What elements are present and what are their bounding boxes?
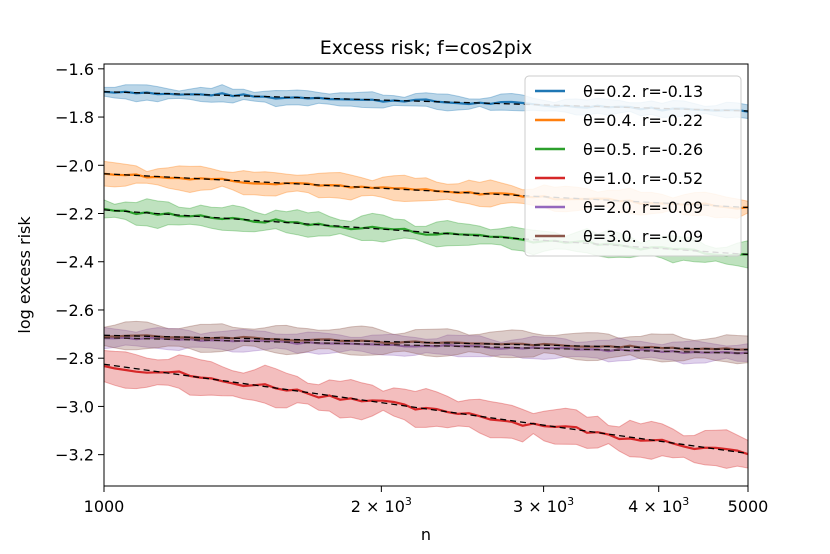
y-tick-label-5: −2.6 [55, 301, 94, 320]
series-4-fit-line [103, 337, 749, 355]
legend-label-2: θ=0.5. r=-0.26 [583, 140, 703, 159]
series-3-fit-line [103, 363, 749, 455]
y-tick-label-7: −3.0 [55, 397, 94, 416]
chart-title: Excess risk; f=cos2pix [320, 37, 533, 59]
y-tick-label-4: −2.4 [55, 253, 94, 272]
y-axis: −1.6 −1.8 −2.0 −2.2 −2.4 −2.6 −2.8 −3.0 −3.2 [55, 60, 104, 465]
y-axis-label: log excess risk [15, 216, 34, 334]
legend-label-1: θ=0.4. r=-0.22 [583, 111, 703, 130]
y-tick-label-2: −2.0 [55, 156, 94, 175]
x-axis-label: n [421, 525, 431, 544]
x-tick-label-1: 2 × 103 [351, 495, 412, 516]
y-tick-label-0: −1.6 [55, 60, 94, 79]
series-1-fit-line [103, 173, 749, 209]
y-tick-label-3: −2.2 [55, 205, 94, 224]
x-tick-label-3: 4 × 103 [628, 495, 689, 516]
series-5-fit-line [103, 334, 749, 351]
series-3-line [103, 364, 749, 456]
legend-label-0: θ=0.2. r=-0.13 [583, 82, 703, 101]
legend-label-5: θ=3.0. r=-0.09 [583, 227, 703, 246]
series-0-fit-line [103, 91, 749, 112]
x-tick-label-0: 1000 [84, 497, 125, 516]
y-tick-label-6: −2.8 [55, 349, 94, 368]
series-2-fit-line [103, 209, 749, 256]
legend-label-4: θ=2.0. r=-0.09 [583, 198, 703, 217]
legend-label-3: θ=1.0. r=-0.52 [583, 169, 703, 188]
legend: θ=0.2. r=-0.13 θ=0.4. r=-0.22 θ=0.5. r=-0.… [524, 75, 742, 257]
y-tick-label-1: −1.8 [55, 108, 94, 127]
series-3 [103, 349, 749, 469]
x-tick-label-2: 3 × 103 [513, 495, 574, 516]
y-tick-label-8: −3.2 [55, 446, 94, 465]
legend-box [524, 75, 742, 257]
axes-frame [103, 63, 749, 487]
x-axis: 1000 2 × 103 3 × 103 4 × 103 5000 [84, 486, 769, 516]
x-tick-label-4: 5000 [728, 497, 769, 516]
